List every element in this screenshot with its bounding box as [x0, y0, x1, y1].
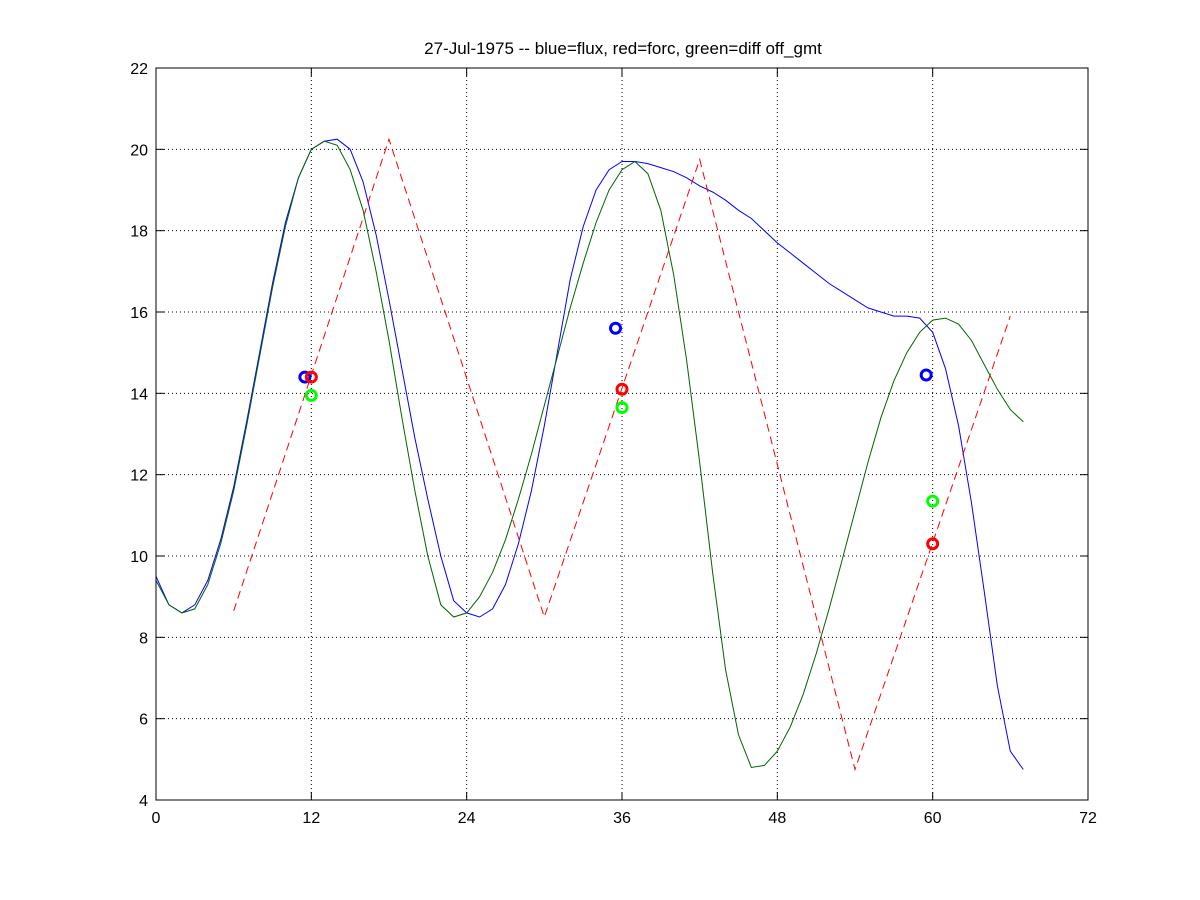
- marker-5: [615, 401, 629, 415]
- y-tick-label: 18: [130, 224, 148, 241]
- marker-8: [926, 494, 940, 508]
- series-line-2: [155, 140, 1024, 769]
- chart-title: 27-Jul-1975 -- blue=flux, red=forc, gree…: [424, 39, 822, 58]
- y-tick-label: 14: [130, 386, 148, 403]
- axis-ticks: 0 12 24 36 48 60 72 4 6 8 10 12 14 16 18 20 22: [130, 61, 1097, 827]
- x-tick-label: 48: [768, 810, 786, 827]
- series-line-1: [233, 137, 1011, 772]
- x-tick-label: 60: [924, 810, 942, 827]
- y-tick-label: 4: [139, 793, 148, 810]
- x-tick-label: 0: [152, 810, 161, 827]
- x-tick-label: 24: [458, 810, 476, 827]
- y-tick-label: 16: [130, 305, 148, 322]
- y-tick-label: 12: [130, 468, 148, 485]
- marker-0: [298, 370, 312, 384]
- y-tick-label: 8: [139, 630, 148, 647]
- plot-area: [156, 68, 1088, 800]
- marker-6: [919, 368, 933, 382]
- x-tick-label: 72: [1079, 810, 1097, 827]
- marker-3: [609, 321, 623, 335]
- markers: [298, 321, 940, 551]
- x-tick-label: 12: [302, 810, 320, 827]
- x-tick-label: 36: [613, 810, 631, 827]
- marker-1: [304, 370, 318, 384]
- marker-7: [926, 537, 940, 551]
- marker-4: [615, 382, 629, 396]
- marker-2: [304, 388, 318, 402]
- y-tick-label: 6: [139, 712, 148, 729]
- y-tick-label: 10: [130, 549, 148, 566]
- y-tick-label: 20: [130, 142, 148, 159]
- series-lines: [155, 137, 1024, 772]
- y-tick-label: 22: [130, 61, 148, 78]
- grid-lines: [156, 68, 1088, 800]
